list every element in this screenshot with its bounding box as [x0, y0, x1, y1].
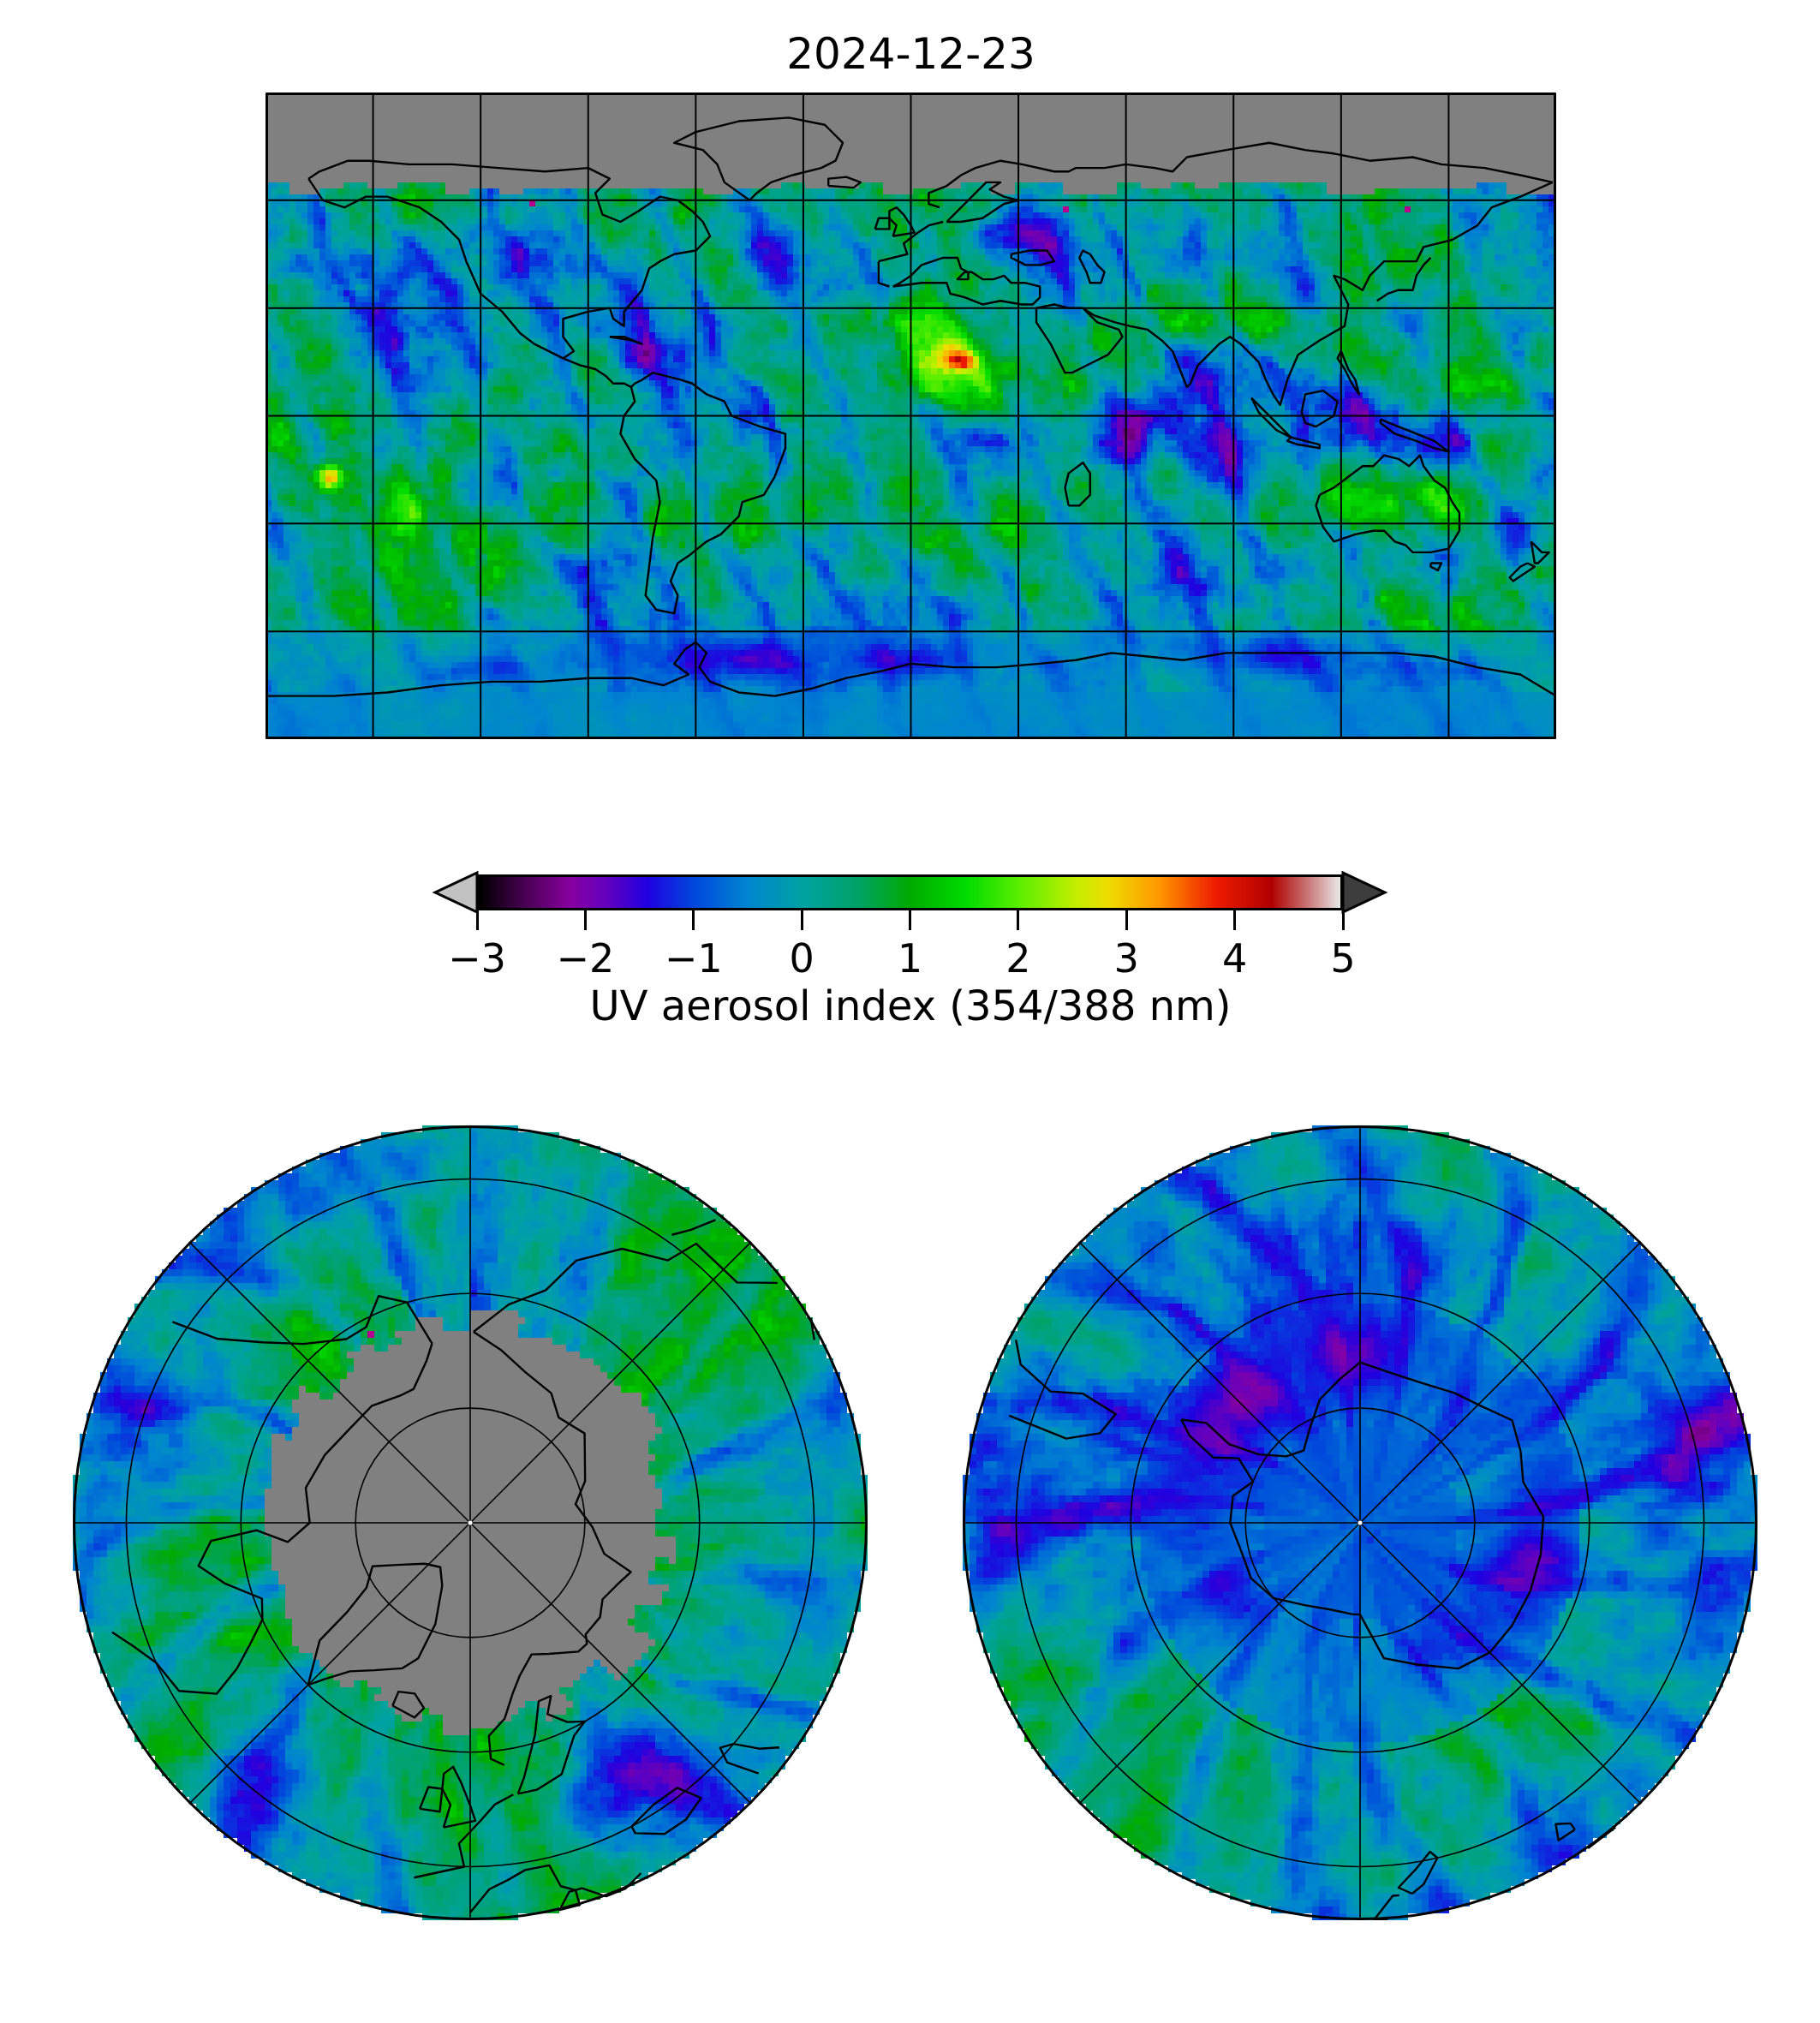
colorbar-tick-label: −3	[448, 935, 506, 982]
colorbar-tick	[1017, 910, 1020, 930]
colorbar-arrows	[432, 871, 1388, 914]
colorbar-tick	[800, 910, 803, 930]
colorbar-tick-label: 5	[1330, 935, 1356, 982]
colorbar-tick	[1233, 910, 1237, 930]
colorbar-tick	[692, 910, 695, 930]
colorbar-tick-label: 1	[897, 935, 923, 982]
south-polar-panel	[963, 1125, 1757, 1920]
colorbar-tick-label: −2	[556, 935, 615, 982]
colorbar-tick-label: 2	[1005, 935, 1031, 982]
colorbar-tick	[1341, 910, 1345, 930]
colorbar-under-arrow	[432, 871, 479, 914]
figure-title: 2024-12-23	[786, 29, 1035, 79]
colorbar-tick	[1125, 910, 1128, 930]
colorbar-tick	[909, 910, 911, 930]
colorbar-over-arrow	[1341, 871, 1388, 914]
colorbar-gradient	[477, 874, 1343, 910]
north-polar-panel	[73, 1125, 868, 1920]
colorbar-tick-row	[475, 910, 1345, 930]
colorbar-tick-label: −1	[664, 935, 723, 982]
colorbar-ticklabel-row: −3 −2 −1 0 1 2 3 4 5	[448, 935, 1356, 982]
colorbar-tick-label: 3	[1113, 935, 1139, 982]
global-map-panel	[266, 92, 1556, 739]
colorbar-tick-label: 4	[1221, 935, 1248, 982]
colorbar-tick	[475, 910, 479, 930]
colorbar-tick-label: 0	[789, 935, 815, 982]
colorbar-tick	[583, 910, 587, 930]
colorbar-label: UV aerosol index (354/388 nm)	[589, 982, 1232, 1030]
